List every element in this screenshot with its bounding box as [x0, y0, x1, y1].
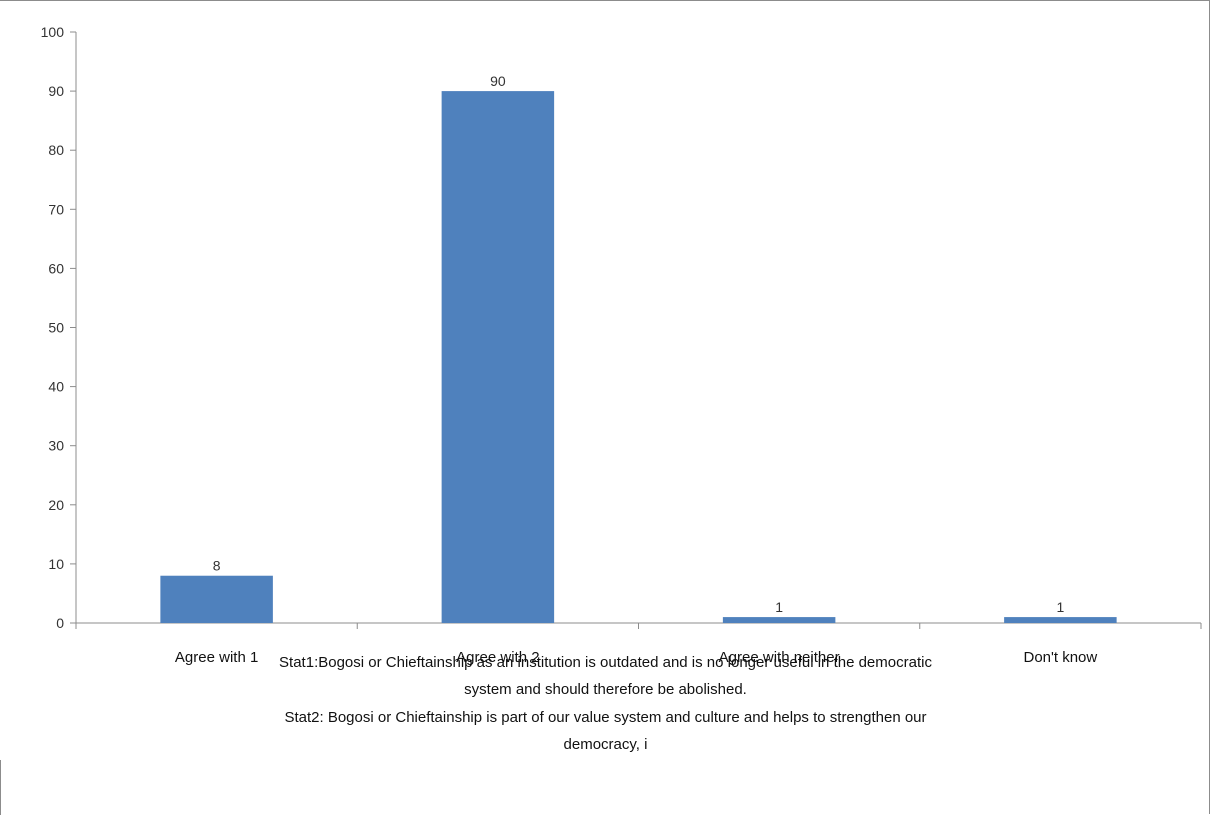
y-tick-label: 20: [48, 497, 64, 513]
bar: [1004, 617, 1117, 623]
x-axis-title-line: system and should therefore be abolished…: [464, 681, 747, 698]
data-label: 1: [1056, 599, 1064, 615]
y-axis: 0 10 20 30 40 50 60 70 80 90 100: [41, 24, 77, 631]
data-label: 90: [490, 73, 506, 89]
y-tick-label: 70: [48, 201, 64, 217]
x-tick-label: Agree with 1: [175, 649, 258, 666]
y-tick-label: 80: [48, 142, 64, 158]
data-labels: 8 90 1 1: [213, 73, 1065, 615]
y-tick-label: 60: [48, 260, 64, 276]
y-tick-label: 90: [48, 83, 64, 99]
y-tick-label: 10: [48, 556, 64, 572]
y-tick-label: 100: [41, 24, 65, 40]
x-tick-label: Don't know: [1024, 649, 1098, 666]
y-tick-label: 50: [48, 320, 64, 336]
data-label: 1: [775, 599, 783, 615]
y-tick-label: 30: [48, 438, 64, 454]
y-tick-label: 0: [56, 615, 64, 631]
bar: [441, 91, 555, 624]
x-tick-label: Agree with neither: [719, 649, 840, 666]
x-axis-title-line: Stat2: Bogosi or Chieftainship is part o…: [284, 709, 927, 726]
x-axis-title-line: Stat1:Bogosi or Chieftainship as an inst…: [279, 654, 932, 671]
chart-frame-left-edge: [0, 760, 1, 815]
y-tick-label: 40: [48, 379, 64, 395]
x-axis-title-line: democracy, i: [563, 736, 648, 753]
x-tick-label: Agree with 2: [456, 649, 539, 666]
bars: [160, 91, 1117, 624]
bar: [722, 617, 836, 623]
data-label: 8: [213, 558, 221, 574]
bar: [160, 575, 273, 623]
